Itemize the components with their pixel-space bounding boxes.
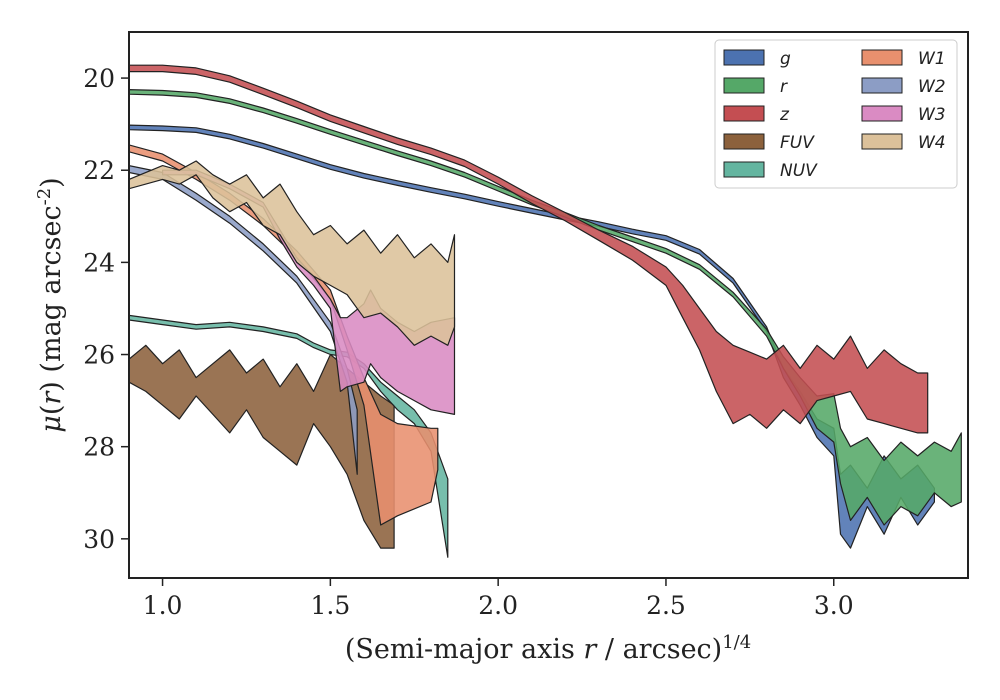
legend-label-w3: W3: [918, 105, 946, 125]
y-tick-label: 22: [83, 156, 115, 185]
legend-label-g: g: [780, 49, 791, 69]
legend-swatch-fuv: [723, 133, 765, 150]
legend-label-w4: W4: [918, 133, 946, 153]
legend-label-nuv: NUV: [780, 161, 818, 181]
legend-swatch-r: [723, 77, 765, 94]
band-fuv: [129, 344, 395, 549]
y-axis-title: μ(r) (mag arcsec-2): [34, 177, 68, 432]
legend-swatch-w3: [861, 105, 903, 122]
band-z: [129, 64, 929, 434]
legend-label-w1: W1: [918, 49, 946, 69]
x-tick-label: 2.0: [478, 591, 518, 620]
band-w2: [129, 165, 358, 475]
legend: grz FUV NUV W1 W2 W3 W4: [714, 39, 958, 189]
x-tick-label: 3.0: [814, 591, 854, 620]
x-tick-label: 2.5: [646, 591, 686, 620]
legend-swatch-w2: [861, 77, 903, 94]
legend-swatch-w1: [861, 49, 903, 66]
legend-label-w2: W2: [918, 77, 946, 97]
legend-swatch-g: [723, 49, 765, 66]
legend-swatch-nuv: [723, 161, 765, 178]
x-axis-ticks: 1.0 1.5 2.0 2.5 3.0: [143, 578, 854, 620]
legend-swatch-z: [723, 105, 765, 122]
legend-label-fuv: FUV: [780, 133, 815, 153]
y-tick-label: 28: [83, 433, 115, 462]
y-tick-label: 24: [83, 248, 115, 277]
legend-label-r: r: [780, 77, 788, 97]
legend-frame: [714, 39, 958, 189]
profile-bands: [129, 64, 962, 558]
y-tick-label: 30: [83, 525, 115, 554]
band-r: [129, 88, 962, 526]
y-tick-label: 20: [83, 64, 115, 93]
y-axis-ticks: 20 22 24 26 28 30: [83, 64, 129, 554]
band-w4: [129, 160, 456, 346]
legend-swatch-w4: [861, 133, 903, 150]
x-tick-label: 1.0: [143, 591, 183, 620]
band-nuv: [129, 314, 449, 558]
x-tick-label: 1.5: [310, 591, 350, 620]
x-axis-title: (Semi-major axis r / arcsec)1/4: [345, 632, 751, 666]
y-tick-label: 26: [83, 341, 115, 370]
legend-label-z: z: [779, 105, 790, 125]
plot-frame: [128, 31, 969, 579]
